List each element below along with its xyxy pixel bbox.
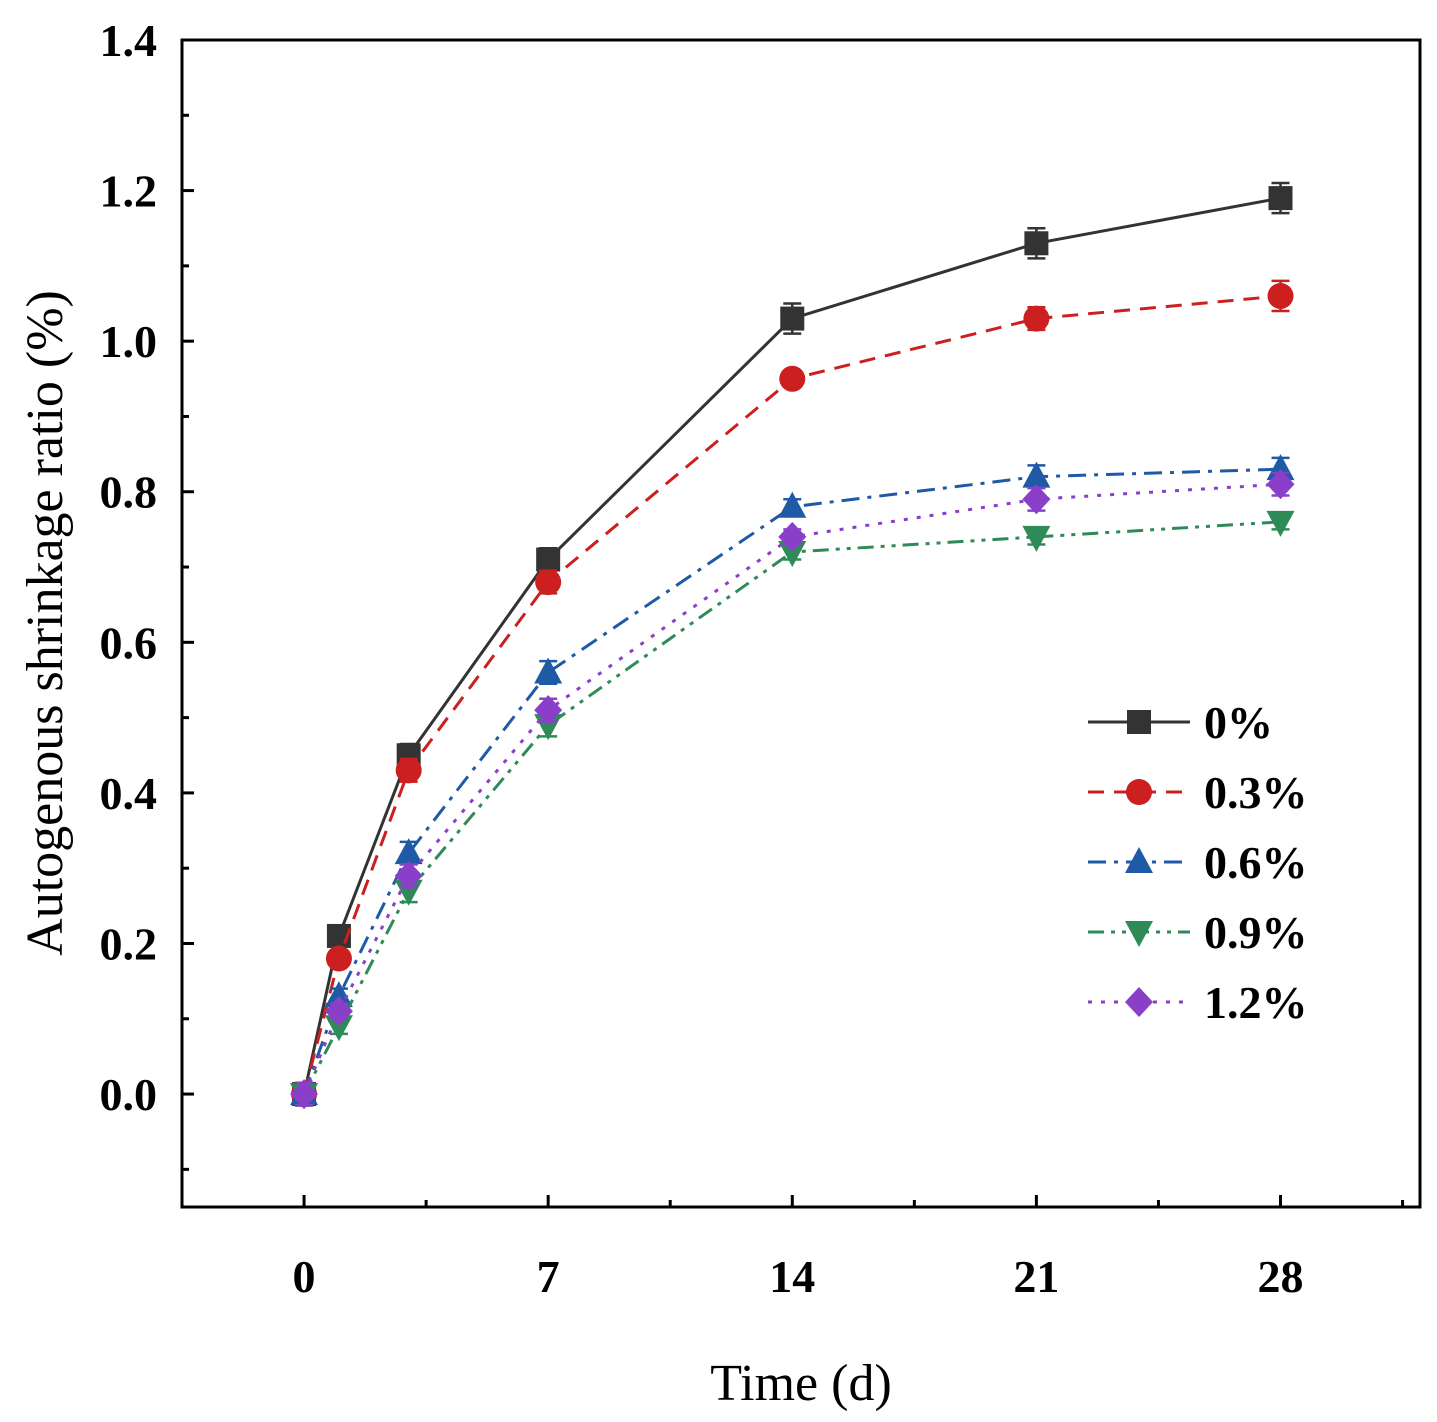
legend-item: 0.9% [1088,907,1308,958]
series-0.3% [291,279,1294,1108]
legend-marker [1125,847,1153,873]
data-point [778,491,807,518]
data-point [1266,469,1295,500]
legend-item: 0% [1088,697,1273,748]
data-point [1022,461,1051,488]
data-point [394,860,423,891]
legend-label: 0.6% [1204,837,1308,888]
data-point [780,306,805,331]
y-tick-label: 0.0 [100,1069,158,1120]
y-tick-label: 0.6 [100,617,158,668]
data-point [1024,231,1049,256]
y-axis-title: Autogenous shrinkage ratio (%) [17,290,74,956]
data-point [324,996,353,1027]
legend-label: 1.2% [1204,977,1308,1028]
data-point [1022,525,1051,552]
legend-marker [1127,710,1151,734]
data-point [1267,282,1294,309]
data-point [324,981,353,1008]
legend-item: 0.6% [1088,837,1308,888]
data-point [534,695,563,726]
x-axis-title: Time (d) [710,1355,892,1412]
legend-marker [1126,779,1152,805]
plot-frame [180,38,1422,1209]
data-point [778,540,807,567]
x-axis: 0 7 14 21 28 [293,1195,1405,1302]
data-point [395,757,422,784]
x-tick-label: 7 [537,1251,560,1302]
data-point [1268,186,1293,211]
data-point [324,1015,353,1042]
y-tick-label: 0.4 [100,768,158,819]
legend-label: 0.9% [1204,907,1308,958]
y-axis: 0.0 0.2 0.4 0.6 0.8 1.0 1.2 1.4 [100,15,194,1171]
data-point [325,945,352,972]
series-1.2% [290,469,1295,1110]
legend-item: 1.2% [1088,977,1308,1028]
legend: 0% 0.3% 0.6% 0.9% 1.2% [1088,697,1308,1028]
legend-label: 0% [1204,697,1273,748]
data-point [1022,484,1051,515]
y-tick-label: 0.2 [100,918,158,969]
legend-label: 0.3% [1204,767,1308,818]
data-point [394,838,423,865]
x-tick-label: 28 [1258,1251,1304,1302]
data-point [779,365,806,392]
y-tick-label: 1.4 [100,15,158,66]
legend-marker [1125,987,1153,1017]
y-tick-label: 1.0 [100,316,158,367]
data-point [1023,305,1050,332]
data-point [290,1079,319,1110]
data-point [1266,510,1295,537]
legend-item: 0.3% [1088,767,1308,818]
data-point [778,521,807,552]
data-point [535,569,562,596]
series-0% [292,181,1293,1107]
data-point [536,547,561,572]
y-tick-label: 0.8 [100,467,158,518]
x-tick-label: 0 [293,1251,316,1302]
legend-marker [1125,921,1153,947]
x-tick-label: 21 [1013,1251,1059,1302]
x-tick-label: 14 [769,1251,815,1302]
series-layer [290,181,1295,1110]
data-point [534,657,563,684]
y-tick-label: 1.2 [100,166,158,217]
